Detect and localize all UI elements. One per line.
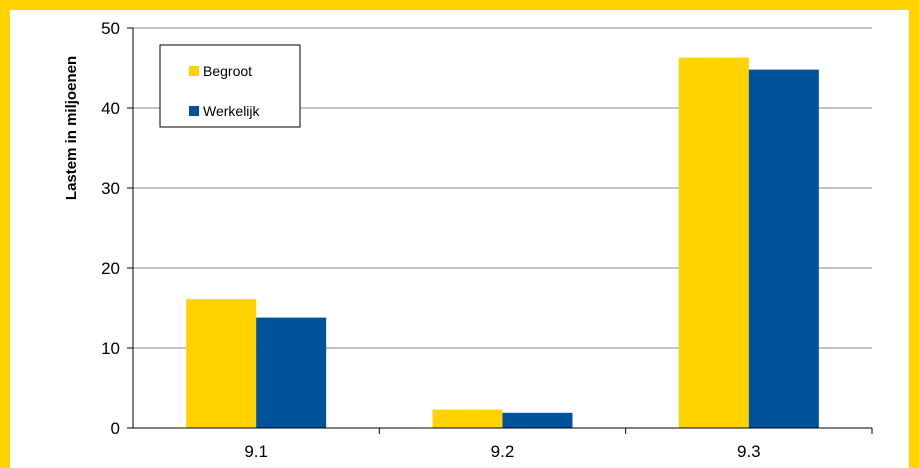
bar-begroot-9-1 <box>186 299 257 428</box>
legend-swatch-begroot <box>189 66 199 76</box>
bar-werkelijk-9-2 <box>502 412 573 428</box>
bar-begroot-9-2 <box>432 409 503 428</box>
legend-label-werkelijk: Werkelijk <box>203 103 261 119</box>
x-tick-label: 9.1 <box>244 442 268 461</box>
y-tick-label: 50 <box>101 19 120 38</box>
legend-label-begroot: Begroot <box>203 63 252 79</box>
y-tick-label: 10 <box>101 339 120 358</box>
bar-werkelijk-9-3 <box>748 69 819 428</box>
y-tick-label: 20 <box>101 259 120 278</box>
legend-box <box>159 44 301 128</box>
y-tick-label: 30 <box>101 179 120 198</box>
x-tick-label: 9.2 <box>491 442 515 461</box>
y-tick-labels: 0 10 20 30 40 50 <box>101 19 120 438</box>
y-tick-label: 40 <box>101 99 120 118</box>
y-axis-label: Lastem in miljoenen <box>63 56 80 200</box>
y-tick-label: 0 <box>111 419 120 438</box>
legend: Begroot Werkelijk <box>159 44 301 128</box>
axes <box>127 27 873 434</box>
x-tick-label: 9.3 <box>737 442 761 461</box>
bars <box>186 57 819 428</box>
bar-werkelijk-9-1 <box>256 317 327 428</box>
x-tick-labels: 9.1 9.2 9.3 <box>244 442 760 461</box>
legend-swatch-werkelijk <box>189 106 199 116</box>
bar-begroot-9-3 <box>678 57 749 428</box>
